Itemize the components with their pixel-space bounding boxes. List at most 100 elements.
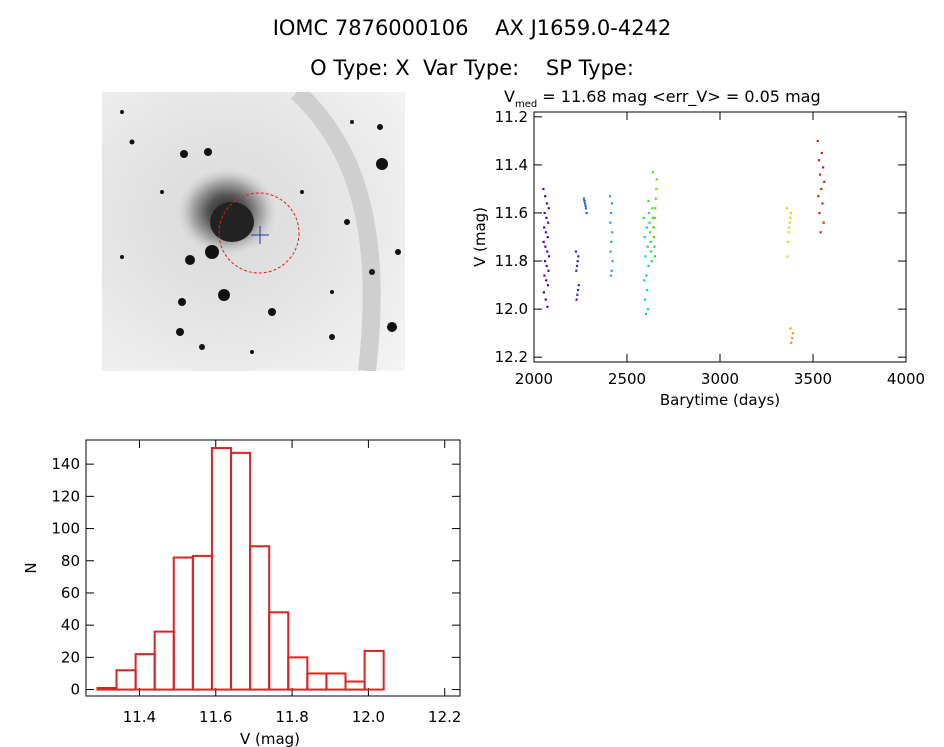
lc-point xyxy=(647,199,650,203)
lc-xtick-label: 4000 xyxy=(887,370,925,388)
lc-point xyxy=(576,293,579,296)
lc-point xyxy=(819,231,822,234)
lc-title-prefix: V xyxy=(504,87,515,106)
lc-xtick-label: 2500 xyxy=(608,370,646,388)
lc-ytick-label: 11.2 xyxy=(495,108,528,126)
lc-point xyxy=(543,211,546,215)
lc-point xyxy=(643,236,646,239)
lc-point xyxy=(651,216,654,219)
lc-point xyxy=(647,264,650,268)
lc-point xyxy=(789,211,792,215)
lc-point xyxy=(545,216,548,219)
lc-point xyxy=(655,187,658,191)
lc-title: Vmed = 11.68 mag <err_V> = 0.05 mag xyxy=(504,87,821,110)
hist-bar xyxy=(287,656,309,691)
lc-point xyxy=(653,226,656,229)
lc-point xyxy=(582,197,586,200)
lc-point xyxy=(788,221,791,224)
lc-ytick-label: 11.4 xyxy=(495,156,528,174)
lc-point xyxy=(610,240,613,244)
lc-point xyxy=(609,250,612,253)
lc-plot-area xyxy=(533,111,907,363)
lc-point xyxy=(817,195,820,198)
hist-bar xyxy=(249,545,271,691)
hist-xtick-label: 11.4 xyxy=(123,708,156,726)
lc-ticks: 2000 2500 3000 3500 4000 11.2 11.4 11.6 11.8 12.0… xyxy=(495,108,926,388)
lc-point xyxy=(649,231,652,234)
lc-ytick-label: 12.2 xyxy=(495,348,528,366)
lc-point xyxy=(823,180,826,183)
lc-xlabel: Barytime (days) xyxy=(660,391,780,409)
chart-title-line2: O Type: X Var Type: SP Type: xyxy=(310,56,634,80)
lc-point xyxy=(547,269,550,272)
histogram-chart: 11.4 11.6 11.8 12.0 12.2 0 20 40 60 80 100 120 140 V… xyxy=(22,439,461,747)
hist-bar xyxy=(306,672,328,691)
lc-point xyxy=(820,187,823,191)
lc-point xyxy=(816,139,819,143)
lc-point xyxy=(546,250,549,253)
hist-ytick-label: 140 xyxy=(51,455,80,473)
lc-point xyxy=(584,207,588,210)
lc-point xyxy=(819,173,822,176)
lc-point xyxy=(544,195,547,198)
lc-point xyxy=(650,260,653,263)
lc-point xyxy=(544,245,547,248)
hist-bar xyxy=(191,554,213,691)
hist-xtick-label: 12.0 xyxy=(352,708,385,726)
lc-point xyxy=(546,305,549,308)
hist-bar xyxy=(344,680,366,691)
lc-point xyxy=(611,260,614,263)
lc-point xyxy=(649,240,652,244)
lc-point xyxy=(785,207,789,210)
lc-point xyxy=(652,236,655,239)
lc-point xyxy=(583,202,587,205)
lc-ytick-label: 11.6 xyxy=(495,204,528,222)
hist-bar xyxy=(153,630,175,691)
hist-xtick-label: 11.8 xyxy=(275,708,308,726)
hist-xtick-label: 11.6 xyxy=(199,708,232,726)
lc-ytick-label: 11.8 xyxy=(495,252,528,270)
lc-point xyxy=(822,221,825,224)
lc-point xyxy=(610,211,613,215)
nebula-knot xyxy=(210,202,254,242)
lc-point xyxy=(543,260,547,263)
sky-image xyxy=(102,92,405,371)
lc-point xyxy=(577,284,580,287)
lc-ytick-label: 12.0 xyxy=(495,300,528,318)
lc-xtick-label: 3000 xyxy=(701,370,739,388)
lc-point xyxy=(650,250,653,253)
lc-point xyxy=(791,336,794,340)
lc-point xyxy=(583,199,586,203)
lc-point xyxy=(789,216,792,219)
lc-point xyxy=(542,240,545,244)
lc-point xyxy=(645,274,648,277)
hist-bar xyxy=(210,447,233,691)
lc-data-points xyxy=(542,139,826,344)
lc-point xyxy=(545,264,548,268)
lc-point xyxy=(646,245,649,248)
lc-point xyxy=(654,207,657,210)
lc-point xyxy=(575,269,578,272)
lc-point xyxy=(788,226,791,229)
hist-bar xyxy=(325,672,347,691)
hist-ytick-label: 120 xyxy=(51,487,80,505)
lc-point xyxy=(643,279,646,282)
hist-ytick-label: 100 xyxy=(51,520,80,538)
hist-ytick-label: 20 xyxy=(61,648,80,666)
lc-point xyxy=(547,221,550,224)
lc-point xyxy=(576,288,580,292)
target-circle xyxy=(218,192,300,274)
lc-point xyxy=(610,269,613,272)
hist-bar xyxy=(268,611,290,691)
lc-point xyxy=(653,216,656,219)
lc-title-subscript: med xyxy=(515,99,537,110)
lc-point xyxy=(577,255,580,258)
hist-ticks: 11.4 11.6 11.8 12.0 12.2 0 20 40 60 80 100 120 140 xyxy=(51,440,461,726)
lc-point xyxy=(786,255,789,258)
target-cross xyxy=(251,226,269,244)
lc-point xyxy=(543,226,546,229)
lc-ylabel: V (mag) xyxy=(471,207,489,267)
lc-point xyxy=(545,279,548,282)
lc-point xyxy=(546,236,549,239)
lc-title-rest: = 11.68 mag <err_V> = 0.05 mag xyxy=(537,87,820,107)
